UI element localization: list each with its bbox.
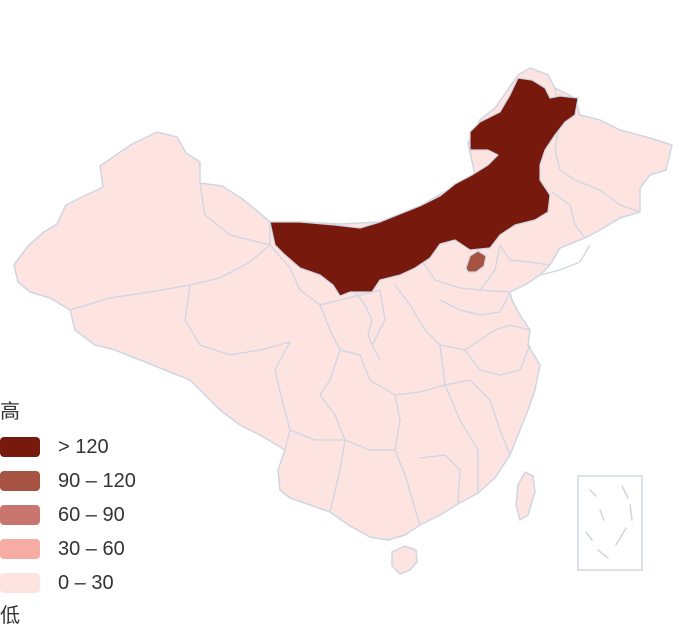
legend: 高 > 120 90 – 120 60 – 90 30 – 60 0 – 30 …	[0, 400, 200, 628]
legend-item-label: 90 – 120	[58, 470, 136, 492]
legend-item[interactable]: 0 – 30	[0, 566, 200, 600]
legend-item[interactable]: > 120	[0, 430, 200, 464]
inner-mongolia-region[interactable]	[269, 77, 579, 297]
legend-high-label: 高	[0, 401, 20, 423]
legend-item-label: 30 – 60	[58, 538, 125, 560]
legend-item[interactable]: 30 – 60	[0, 532, 200, 566]
legend-swatch	[0, 573, 40, 593]
legend-item-label: 60 – 90	[58, 504, 125, 526]
taiwan-region[interactable]	[515, 471, 536, 522]
beijing-region[interactable]	[465, 250, 487, 273]
hainan-region[interactable]	[391, 545, 418, 575]
legend-swatch	[0, 437, 40, 457]
south-china-sea-inset	[577, 475, 643, 571]
legend-low-label: 低	[0, 605, 20, 627]
legend-item[interactable]: 60 – 90	[0, 498, 200, 532]
legend-item-label: > 120	[58, 436, 109, 458]
legend-item[interactable]: 90 – 120	[0, 464, 200, 498]
legend-swatch	[0, 505, 40, 525]
province-boundaries	[69, 87, 641, 526]
legend-items: > 120 90 – 120 60 – 90 30 – 60 0 – 30	[0, 430, 200, 600]
legend-swatch	[0, 539, 40, 559]
legend-swatch	[0, 471, 40, 491]
legend-item-label: 0 – 30	[58, 572, 114, 594]
